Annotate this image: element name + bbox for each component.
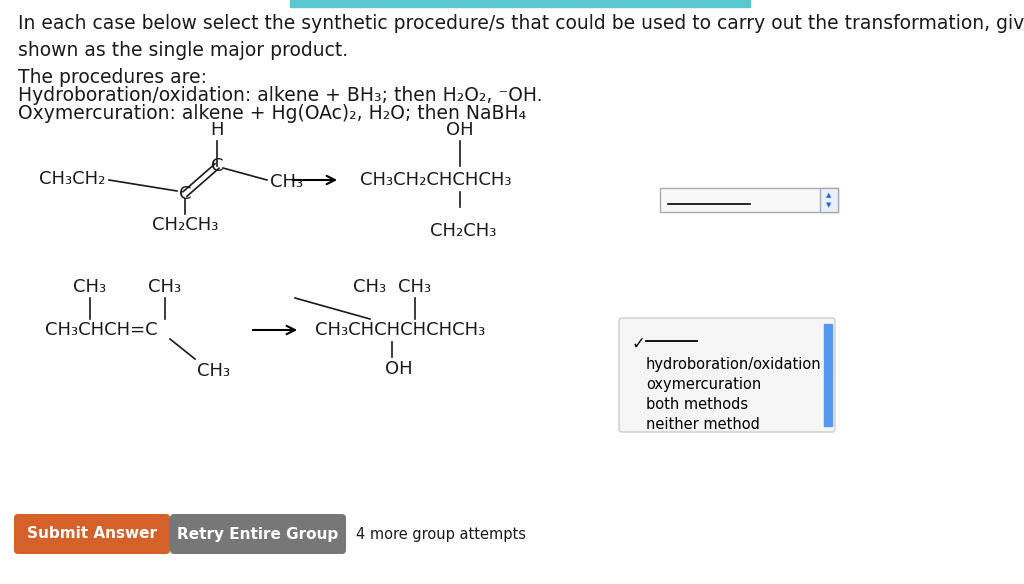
Bar	[824, 324, 831, 426]
Text: C: C	[179, 185, 191, 203]
Text: Submit Answer: Submit Answer	[27, 527, 157, 541]
Text: neither method: neither method	[646, 417, 760, 432]
Text: H: H	[210, 121, 224, 139]
FancyBboxPatch shape	[660, 188, 838, 212]
Text: CH₃: CH₃	[353, 278, 387, 296]
Text: CH₃CH₂CHCHCH₃: CH₃CH₂CHCHCH₃	[360, 171, 512, 189]
Text: CH₃: CH₃	[270, 173, 303, 191]
Text: OH: OH	[385, 360, 413, 378]
Text: 4 more group attempts: 4 more group attempts	[356, 527, 526, 541]
Text: both methods: both methods	[646, 397, 749, 412]
Text: In each case below select the synthetic procedure/s that could be used to carry : In each case below select the synthetic …	[18, 14, 1024, 60]
FancyBboxPatch shape	[14, 514, 170, 554]
Text: oxymercuration: oxymercuration	[646, 377, 761, 392]
Text: CH₃: CH₃	[148, 278, 181, 296]
FancyBboxPatch shape	[820, 188, 838, 212]
Text: CH₂CH₃: CH₂CH₃	[430, 222, 497, 240]
Text: CH₃CHCH=C: CH₃CHCH=C	[45, 321, 158, 339]
Text: Oxymercuration: alkene + Hg(OAc)₂, H₂O; then NaBH₄: Oxymercuration: alkene + Hg(OAc)₂, H₂O; …	[18, 104, 526, 123]
Text: Hydroboration/oxidation: alkene + BH₃; then H₂O₂, ⁻OH.: Hydroboration/oxidation: alkene + BH₃; t…	[18, 86, 543, 105]
Text: CH₃: CH₃	[197, 362, 230, 380]
Text: CH₂CH₃: CH₂CH₃	[152, 216, 218, 234]
Text: ✓: ✓	[632, 335, 646, 353]
Text: ▲: ▲	[826, 192, 831, 198]
FancyBboxPatch shape	[618, 318, 835, 432]
FancyBboxPatch shape	[170, 514, 346, 554]
Text: CH₃: CH₃	[398, 278, 431, 296]
Text: Retry Entire Group: Retry Entire Group	[177, 527, 339, 541]
Text: CH₃: CH₃	[74, 278, 106, 296]
Text: ▼: ▼	[826, 202, 831, 208]
Text: The procedures are:: The procedures are:	[18, 68, 207, 87]
Text: OH: OH	[446, 121, 474, 139]
Text: CH₃CHCHCHCHCH₃: CH₃CHCHCHCHCH₃	[315, 321, 485, 339]
Text: hydroboration/oxidation: hydroboration/oxidation	[646, 357, 821, 372]
Text: CH₃CH₂: CH₃CH₂	[39, 170, 105, 188]
Bar	[290, 0, 750, 7]
Text: C: C	[211, 157, 223, 175]
